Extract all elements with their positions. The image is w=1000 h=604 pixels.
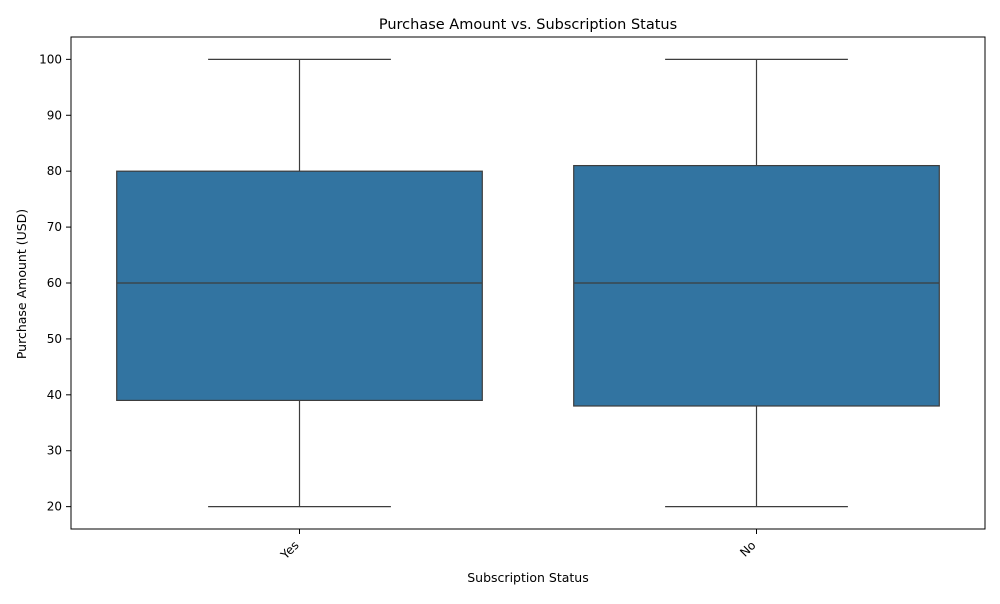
box-yes bbox=[116, 170, 483, 402]
x-tick-label: Yes bbox=[277, 538, 301, 562]
y-tick-label: 40 bbox=[47, 388, 62, 402]
chart-title: Purchase Amount vs. Subscription Status bbox=[379, 17, 677, 33]
y-tick-label: 20 bbox=[47, 500, 62, 514]
y-tick-label: 90 bbox=[47, 108, 62, 122]
y-tick-label: 80 bbox=[47, 164, 62, 178]
y-tick-label: 60 bbox=[47, 276, 62, 290]
x-axis-label: Subscription Status bbox=[467, 570, 588, 585]
y-tick-label: 50 bbox=[47, 332, 62, 346]
box-no bbox=[573, 164, 940, 407]
x-tick-label: No bbox=[737, 538, 758, 559]
y-axis-label: Purchase Amount (USD) bbox=[14, 209, 29, 359]
y-tick-label: 100 bbox=[39, 52, 62, 66]
y-tick-label: 30 bbox=[47, 444, 62, 458]
y-tick-label: 70 bbox=[47, 220, 62, 234]
plot-area: 20 30 40 50 60 70 80 90 100 Yes No bbox=[39, 36, 986, 563]
